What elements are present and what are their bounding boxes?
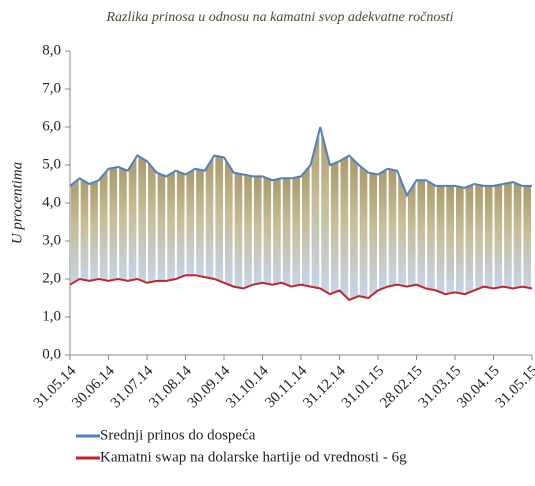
spread-band (119, 166, 127, 281)
series-line (69, 126, 532, 198)
spread-band (292, 176, 300, 287)
spread-band (90, 180, 98, 281)
spread-band (494, 184, 503, 289)
spread-band (513, 182, 522, 289)
spread-band (350, 155, 358, 300)
spread-band (407, 180, 416, 287)
spread-band (148, 161, 156, 283)
y-tick-label: 6,0 (42, 118, 61, 134)
spread-band (379, 168, 387, 291)
spread-band (138, 155, 146, 283)
legend-label: Srednji prinos do dospeća (100, 427, 256, 443)
y-tick-label: 7,0 (42, 80, 61, 96)
spread-band (205, 155, 214, 279)
spread-band (99, 168, 108, 281)
spread-band (186, 168, 195, 276)
spread-band (263, 176, 272, 285)
spread-band (109, 166, 118, 281)
x-tick-label: 31.10.14 (223, 363, 272, 412)
spread-band (196, 168, 204, 278)
spread-band (282, 178, 291, 287)
spread-band (157, 172, 166, 281)
y-tick-label: 1,0 (42, 308, 61, 324)
spread-band (273, 178, 281, 285)
spread-band (427, 180, 435, 291)
spread-band (302, 165, 310, 287)
spread-band (225, 157, 233, 287)
legend-label: Kamatni swap na dolarske hartije od vred… (100, 449, 407, 465)
spread-band (523, 185, 531, 289)
spread-band (311, 127, 320, 289)
spread-band (436, 185, 445, 295)
spread-band (359, 165, 368, 298)
y-tick-label: 3,0 (42, 232, 61, 248)
y-axis-label: U procentima (9, 162, 25, 244)
y-tick-label: 0,0 (42, 346, 61, 362)
y-tick-label: 8,0 (42, 42, 61, 58)
spread-band (475, 184, 483, 291)
spread-band (167, 170, 175, 281)
x-tick-label: 31.05.15 (493, 363, 535, 411)
spread-band (128, 155, 137, 281)
spread-band (369, 172, 377, 298)
y-tick-label: 2,0 (42, 270, 61, 286)
spread-band (253, 176, 262, 285)
spread-band (388, 168, 397, 287)
spread-band (71, 178, 79, 285)
spread-band (340, 155, 349, 300)
chart-title: Razlika prinosa u odnosu na kamatni svop… (105, 10, 453, 25)
spread-band (484, 185, 493, 289)
spread-band (456, 185, 464, 295)
spread-band (398, 170, 406, 287)
y-tick-label: 4,0 (42, 194, 61, 210)
spread-band (234, 172, 243, 289)
spread-band (176, 170, 185, 279)
spread-band (330, 161, 339, 295)
spread-band (417, 180, 426, 289)
series-line (69, 274, 533, 302)
spread-band (215, 155, 223, 283)
y-tick-label: 5,0 (42, 156, 61, 172)
spread-band (321, 127, 329, 295)
spread-band (80, 178, 89, 281)
spread-band (446, 185, 454, 295)
spread-band (465, 184, 474, 295)
spread-band (244, 174, 252, 289)
spread-band (504, 182, 512, 289)
